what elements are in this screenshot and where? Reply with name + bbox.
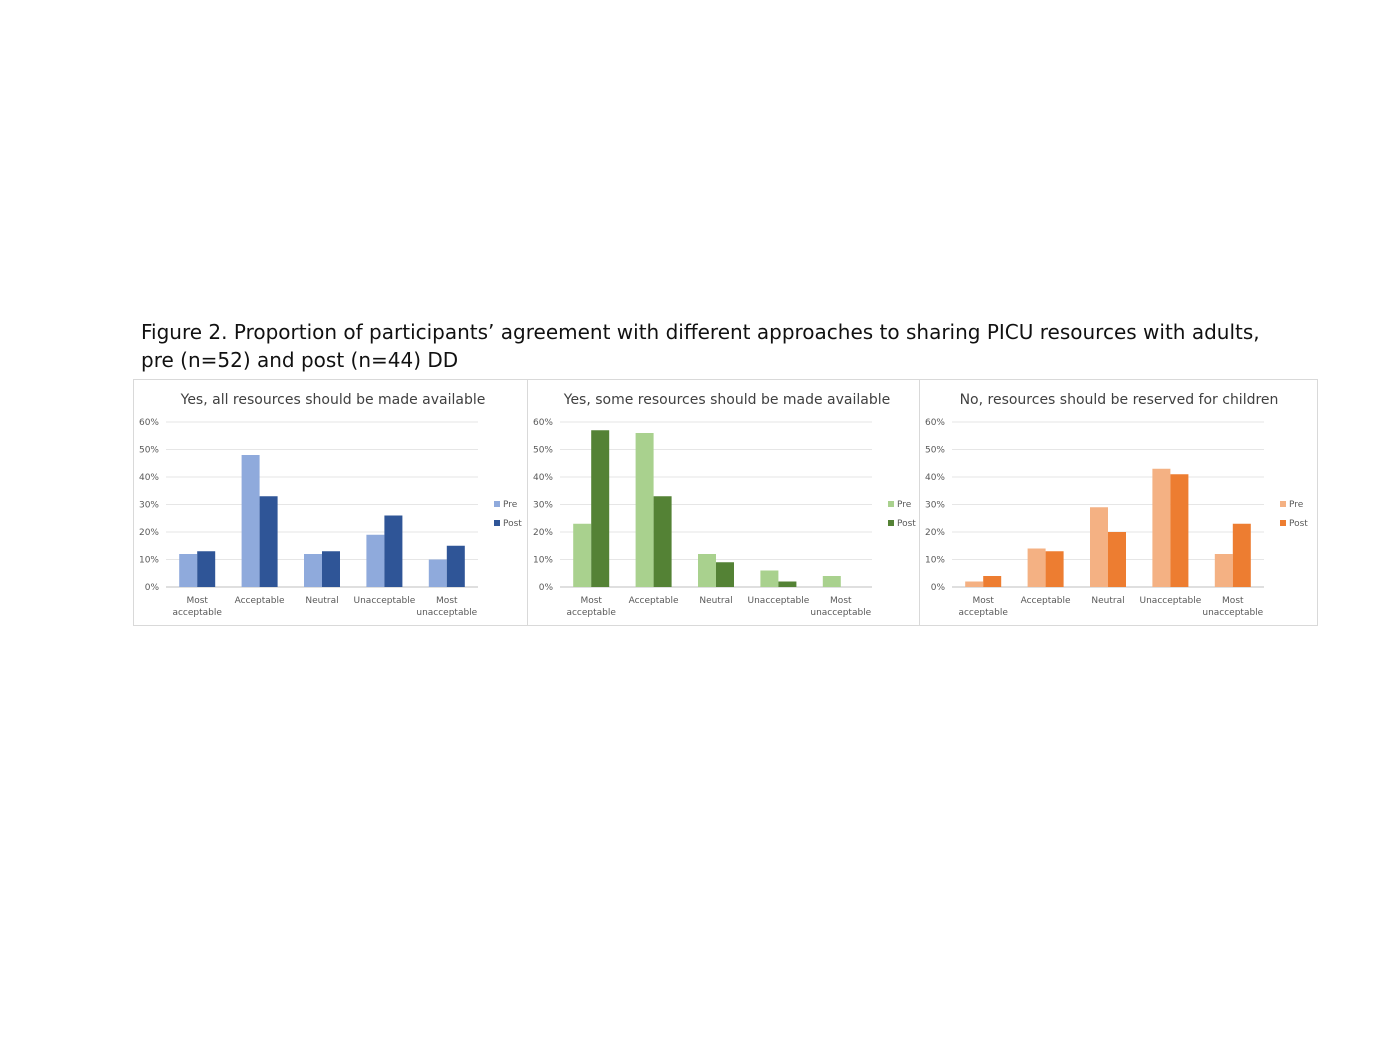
x-category-label: Most unacceptable	[1202, 596, 1263, 618]
chart-title: No, resources should be reserved for chi…	[960, 392, 1279, 408]
bar-post	[197, 551, 216, 587]
bar-post	[322, 551, 340, 587]
y-tick-label: 60%	[533, 418, 553, 428]
bar-chart-2: Yes, some resources should be made avail…	[533, 392, 916, 618]
bar-post	[716, 562, 734, 587]
legend-swatch-post	[888, 520, 894, 526]
y-tick-label: 50%	[925, 446, 945, 456]
y-tick-label: 30%	[533, 501, 553, 511]
bar-chart-1: Yes, all resources should be made availa…	[139, 392, 522, 618]
legend-label-pre: Pre	[897, 500, 912, 510]
bar-post	[384, 515, 403, 587]
legend-label-pre: Pre	[1289, 500, 1304, 510]
y-tick-label: 0%	[931, 583, 946, 593]
bar-pre	[1214, 554, 1233, 587]
bar-post	[259, 496, 278, 587]
legend-label-post: Post	[503, 519, 522, 529]
x-category-label: Most acceptable	[172, 596, 222, 618]
bar-pre	[1027, 548, 1046, 587]
y-tick-label: 50%	[139, 446, 159, 456]
y-tick-label: 0%	[539, 583, 554, 593]
bar-pre	[179, 554, 198, 587]
bar-pre	[1090, 507, 1108, 587]
x-category-label: Most unacceptable	[810, 596, 871, 618]
y-tick-label: 30%	[139, 501, 159, 511]
x-category-label: Neutral	[1091, 596, 1124, 606]
y-tick-label: 20%	[139, 528, 159, 538]
y-tick-label: 40%	[139, 473, 159, 483]
bar-pre	[635, 433, 654, 587]
legend-label-post: Post	[897, 519, 916, 529]
bar-post	[778, 581, 797, 587]
bar-post	[1045, 551, 1064, 587]
legend-swatch-pre	[888, 501, 894, 507]
bar-post	[983, 576, 1002, 587]
x-category-label: Unacceptable	[1140, 596, 1202, 606]
y-tick-label: 10%	[925, 556, 945, 566]
y-tick-label: 20%	[533, 528, 553, 538]
legend-swatch-pre	[494, 501, 500, 507]
x-category-label: Acceptable	[235, 596, 285, 606]
y-tick-label: 10%	[139, 556, 159, 566]
bar-pre	[965, 581, 984, 587]
bar-pre	[304, 554, 322, 587]
bar-pre	[428, 559, 447, 587]
x-category-label: Unacceptable	[354, 596, 416, 606]
y-tick-label: 60%	[925, 418, 945, 428]
figure-title-line-2: pre (n=52) and post (n=44) DD	[141, 348, 459, 372]
y-tick-label: 10%	[533, 556, 553, 566]
legend-swatch-post	[1280, 520, 1286, 526]
bar-post	[653, 496, 672, 587]
bar-pre	[366, 534, 385, 587]
x-category-label: Acceptable	[629, 596, 679, 606]
chart-panels: Yes, all resources should be made availa…	[133, 379, 1318, 626]
bar-pre	[1152, 468, 1171, 587]
y-tick-label: 50%	[533, 446, 553, 456]
x-category-label: Acceptable	[1021, 596, 1071, 606]
legend-swatch-pre	[1280, 501, 1286, 507]
legend-swatch-post	[494, 520, 500, 526]
y-tick-label: 20%	[925, 528, 945, 538]
figure-title-line-1: Figure 2. Proportion of participants’ ag…	[141, 320, 1260, 344]
bar-pre	[760, 570, 779, 587]
y-tick-label: 40%	[925, 473, 945, 483]
x-category-label: Neutral	[699, 596, 732, 606]
x-category-label: Most acceptable	[566, 596, 616, 618]
y-tick-label: 60%	[139, 418, 159, 428]
legend-label-post: Post	[1289, 519, 1308, 529]
bar-post	[446, 545, 465, 587]
x-category-label: Most acceptable	[958, 596, 1008, 618]
chart-panel-3: No, resources should be reserved for chi…	[919, 379, 1318, 626]
chart-title: Yes, all resources should be made availa…	[180, 392, 486, 408]
bar-post	[1232, 523, 1251, 587]
figure-title: Figure 2. Proportion of participants’ ag…	[141, 318, 1291, 374]
x-category-label: Neutral	[305, 596, 338, 606]
bar-pre	[241, 455, 260, 587]
bar-post	[1108, 532, 1126, 587]
chart-panel-1: Yes, all resources should be made availa…	[133, 379, 528, 626]
y-tick-label: 30%	[925, 501, 945, 511]
chart-panel-2: Yes, some resources should be made avail…	[527, 379, 920, 626]
y-tick-label: 0%	[145, 583, 160, 593]
y-tick-label: 40%	[533, 473, 553, 483]
bar-post	[591, 430, 610, 587]
bar-pre	[573, 523, 592, 587]
x-category-label: Unacceptable	[748, 596, 810, 606]
bar-post	[1170, 474, 1189, 587]
legend-label-pre: Pre	[503, 500, 518, 510]
chart-title: Yes, some resources should be made avail…	[563, 392, 891, 408]
x-category-label: Most unacceptable	[416, 596, 477, 618]
bar-chart-3: No, resources should be reserved for chi…	[925, 392, 1308, 618]
bar-pre	[698, 554, 716, 587]
bar-pre	[822, 576, 841, 587]
